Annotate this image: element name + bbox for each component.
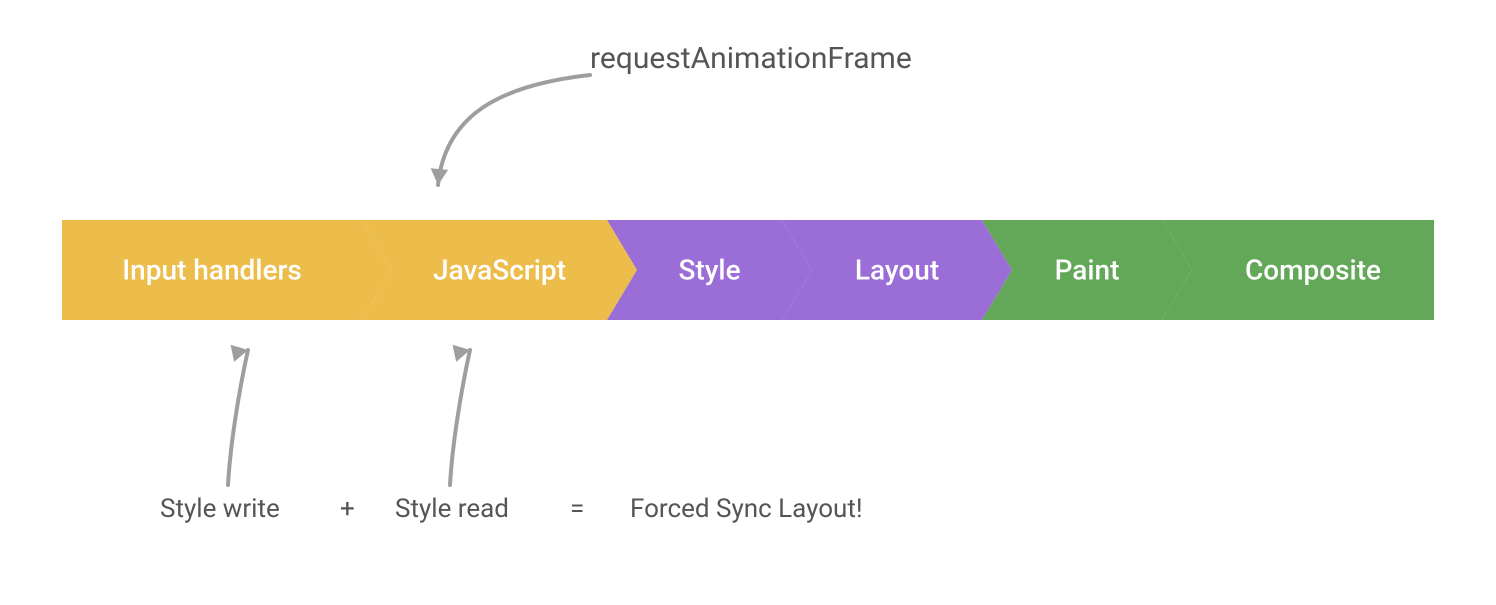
bottom-label-4: Forced Sync Layout! [630, 494, 863, 524]
raf-label: requestAnimationFrame [590, 41, 912, 76]
stage-label: Paint [1055, 253, 1120, 286]
raf-arrow [438, 75, 590, 185]
stage-label: Input handlers [122, 253, 302, 286]
stage-label: Layout [855, 253, 939, 286]
pipeline-diagram: Input handlers JavaScript Style Layout Paint… [0, 0, 1496, 605]
bottom-arrow-1 [450, 350, 470, 485]
stage-label: Composite [1245, 253, 1381, 286]
bottom-arrow-0 [228, 350, 248, 485]
bottom-label-3: = [570, 494, 584, 524]
bottom-label-2: Style read [395, 494, 509, 524]
stage-label: JavaScript [433, 253, 566, 286]
stage-label: Style [678, 253, 740, 286]
bottom-label-0: Style write [160, 494, 280, 524]
bottom-label-1: + [340, 494, 355, 524]
